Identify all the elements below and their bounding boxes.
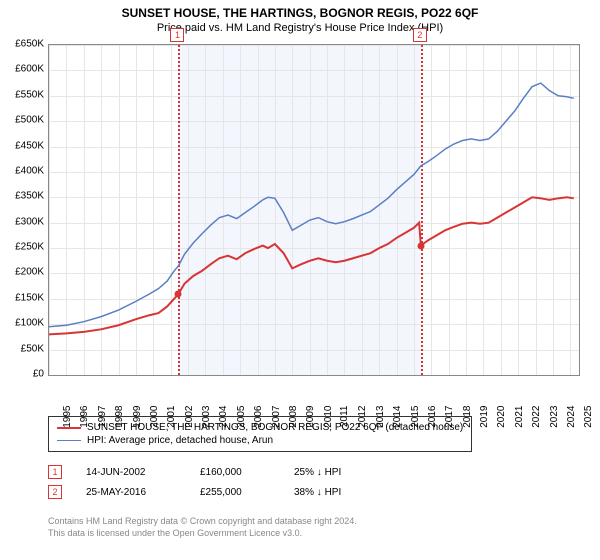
ytick-label: £0 [2, 369, 44, 380]
ytick-label: £450K [2, 140, 44, 151]
ytick-label: £550K [2, 89, 44, 100]
chart-subtitle: Price paid vs. HM Land Registry's House … [0, 20, 600, 38]
sales-table: 1 14-JUN-2002 £160,000 25% ↓ HPI 2 25-MAY-201… [48, 462, 341, 502]
sales-price: £255,000 [200, 487, 270, 498]
legend-label: HPI: Average price, detached house, Arun [87, 435, 273, 446]
sales-date: 14-JUN-2002 [86, 467, 176, 478]
xtick-label: 1999 [131, 406, 142, 428]
xtick-label: 2008 [288, 406, 299, 428]
sales-row-marker: 2 [48, 485, 62, 499]
xtick-label: 1998 [114, 406, 125, 428]
xtick-label: 2016 [427, 406, 438, 428]
series-hpi [49, 83, 574, 327]
ytick-label: £500K [2, 115, 44, 126]
ytick-label: £650K [2, 39, 44, 50]
attribution-text: Contains HM Land Registry data © Crown c… [48, 516, 357, 539]
xtick-label: 2019 [479, 406, 490, 428]
chart-title: SUNSET HOUSE, THE HARTINGS, BOGNOR REGIS… [0, 0, 600, 20]
xtick-label: 2015 [409, 406, 420, 428]
xtick-label: 1996 [79, 406, 90, 428]
ytick-label: £300K [2, 216, 44, 227]
xtick-label: 2017 [444, 406, 455, 428]
ytick-label: £600K [2, 64, 44, 75]
ytick-label: £350K [2, 191, 44, 202]
xtick-label: 1995 [62, 406, 73, 428]
sales-row: 2 25-MAY-2016 £255,000 38% ↓ HPI [48, 482, 341, 502]
xtick-label: 2024 [566, 406, 577, 428]
chart-plot-area [48, 44, 580, 376]
xtick-label: 2001 [166, 406, 177, 428]
ytick-label: £250K [2, 242, 44, 253]
xtick-label: 2010 [322, 406, 333, 428]
sales-price: £160,000 [200, 467, 270, 478]
sales-pct: 25% ↓ HPI [294, 467, 341, 478]
attribution-line2: This data is licensed under the Open Gov… [48, 528, 357, 540]
xtick-label: 2007 [270, 406, 281, 428]
xtick-label: 2022 [531, 406, 542, 428]
sales-date: 25-MAY-2016 [86, 487, 176, 498]
legend-swatch [57, 440, 81, 441]
attribution-line1: Contains HM Land Registry data © Crown c… [48, 516, 357, 528]
xtick-label: 2025 [583, 406, 594, 428]
sales-row-marker: 1 [48, 465, 62, 479]
ytick-label: £100K [2, 318, 44, 329]
xtick-label: 2023 [548, 406, 559, 428]
ytick-label: £400K [2, 165, 44, 176]
xtick-label: 2012 [357, 406, 368, 428]
sale-point [175, 290, 182, 297]
xtick-label: 2020 [496, 406, 507, 428]
xtick-label: 2014 [392, 406, 403, 428]
series-svg [49, 45, 579, 375]
xtick-label: 2011 [339, 406, 350, 428]
legend-row: HPI: Average price, detached house, Arun [57, 434, 463, 447]
sales-row: 1 14-JUN-2002 £160,000 25% ↓ HPI [48, 462, 341, 482]
series-price_paid [49, 197, 574, 334]
xtick-label: 2004 [218, 406, 229, 428]
sale-point [417, 242, 424, 249]
sale-marker-box: 1 [170, 28, 184, 42]
xtick-label: 2021 [514, 406, 525, 428]
xtick-label: 2005 [236, 406, 247, 428]
ytick-label: £50K [2, 343, 44, 354]
xtick-label: 2009 [305, 406, 316, 428]
xtick-label: 2002 [183, 406, 194, 428]
xtick-label: 1997 [97, 406, 108, 428]
xtick-label: 2006 [253, 406, 264, 428]
ytick-label: £200K [2, 267, 44, 278]
xtick-label: 2018 [461, 406, 472, 428]
xtick-label: 2000 [149, 406, 160, 428]
ytick-label: £150K [2, 292, 44, 303]
xtick-label: 2003 [201, 406, 212, 428]
sales-pct: 38% ↓ HPI [294, 487, 341, 498]
xtick-label: 2013 [375, 406, 386, 428]
sale-marker-box: 2 [413, 28, 427, 42]
